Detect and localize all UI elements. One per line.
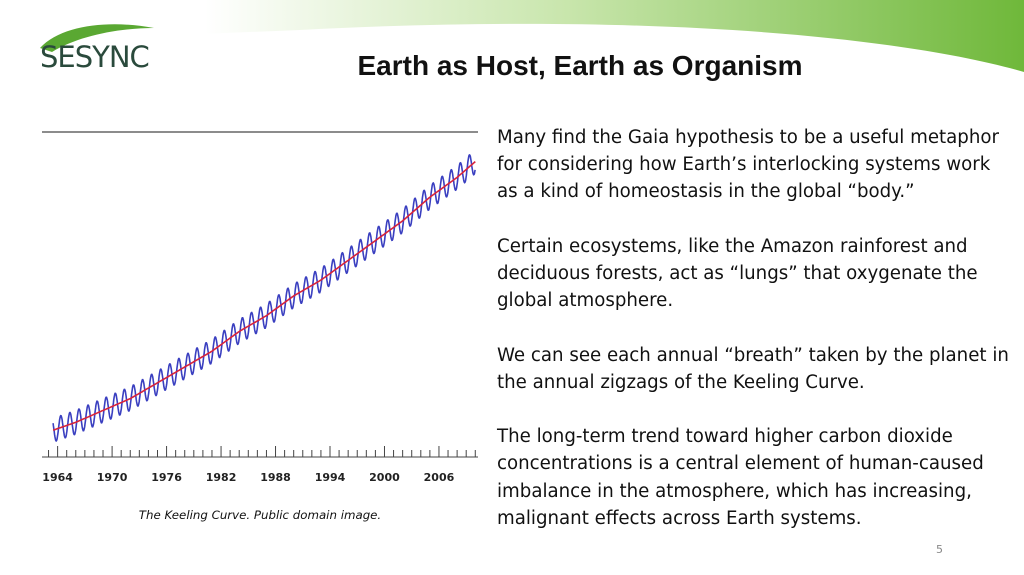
paragraph-trend: The long-term trend toward higher carbon…: [497, 426, 984, 529]
chart-caption: The Keeling Curve. Public domain image.: [138, 508, 382, 522]
x-tick-label: 1994: [315, 471, 346, 484]
body-text: Many find the Gaia hypothesis to be a us…: [497, 124, 1012, 559]
x-tick-label: 1988: [260, 471, 291, 484]
trend-co2-line: [52, 161, 476, 431]
paragraph-breath: We can see each annual “breath” taken by…: [497, 344, 1009, 393]
header-banner: [0, 0, 1024, 72]
x-tick-label: 1970: [97, 471, 128, 484]
paragraph-lungs: Certain ecosystems, like the Amazon rain…: [497, 235, 978, 312]
x-tick-label: 1982: [206, 471, 237, 484]
x-tick-label: 1976: [151, 471, 182, 484]
x-tick-label: 1964: [42, 471, 73, 484]
x-tick-label: 2006: [424, 471, 455, 484]
seasonal-co2-line: [52, 153, 476, 442]
logo-text: SESYNC: [40, 40, 150, 74]
paragraph-gaia: Many find the Gaia hypothesis to be a us…: [497, 127, 999, 203]
chart-svg: 1964 1970 1976 1982 1988 1994 2000 2006: [42, 131, 478, 484]
sesync-logo-icon: [40, 24, 154, 52]
keeling-curve-chart: 1964 1970 1976 1982 1988 1994 2000 2006: [40, 126, 480, 496]
x-tick-label: 2000: [369, 471, 400, 484]
page-title: Earth as Host, Earth as Organism: [357, 50, 803, 81]
page-number: 5: [936, 543, 943, 556]
